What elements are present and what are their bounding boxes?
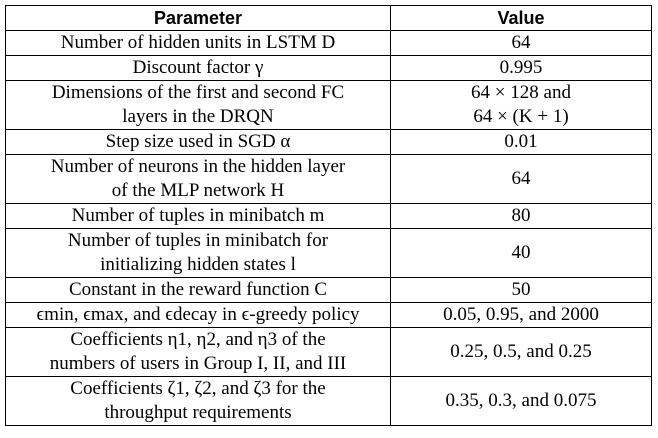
parameter-cell: Discount factor γ [5,55,391,81]
parameter-cell: Number of tuples in minibatch m [5,203,391,229]
cell-line: Coefficients ζ1, ζ2, and ζ3 for the [70,378,326,399]
parameter-cell: Dimensions of the first and second FC lay… [5,80,391,130]
cell-line: Coefficients η1, η2, and η3 of the [70,329,326,350]
cell-line: Constant in the reward function C [68,279,328,300]
cell-line: 50 [511,279,531,300]
table-row: Step size used in SGD α 0.01 [5,129,652,155]
value-cell: 64 [390,30,652,56]
parameter-cell: Number of tuples in minibatch for initial… [5,228,391,278]
value-cell: 50 [390,277,652,303]
value-cell: 0.35, 0.3, and 0.075 [390,376,652,426]
parameter-cell: ϵmin, ϵmax, and ϵdecay in ϵ-greedy polic… [5,302,391,328]
cell-line: Step size used in SGD α [105,131,291,152]
parameter-cell: Coefficients ζ1, ζ2, and ζ3 for the throu… [5,376,391,426]
cell-line: 64 × 128 and [471,82,571,103]
value-cell: 64 × 128 and 64 × (K + 1) [390,80,652,130]
cell-line: Number of neurons in the hidden layer [50,156,346,177]
parameter-cell: Step size used in SGD α [5,129,391,155]
header-cell: Value [390,5,652,31]
table-row: ϵmin, ϵmax, and ϵdecay in ϵ-greedy polic… [5,302,652,328]
cell-line: 0.01 [504,131,538,152]
parameter-cell: Number of neurons in the hidden layer of … [5,154,391,204]
value-cell: 80 [390,203,652,229]
cell-line: Discount factor γ [132,57,264,78]
value-cell: 0.25, 0.5, and 0.25 [390,327,652,377]
cell-line: 64 [511,32,531,53]
parameter-cell: Coefficients η1, η2, and η3 of the number… [5,327,391,377]
cell-line: 64 × (K + 1) [473,106,569,127]
cell-line: of the MLP network H [111,180,285,201]
cell-line: Number of hidden units in LSTM D [60,32,336,53]
cell-line: Number of tuples in minibatch m [71,205,325,226]
header-row: Parameter Value [5,5,652,31]
cell-line: 0.35, 0.3, and 0.075 [445,390,597,411]
table-row: Number of hidden units in LSTM D 64 [5,30,652,56]
parameter-table: Parameter Value Number of hidden units i… [5,5,652,426]
value-cell: 40 [390,228,652,278]
cell-line: 40 [511,242,531,263]
table-row: Discount factor γ 0.995 [5,55,652,81]
table-row: Dimensions of the first and second FC lay… [5,80,652,130]
table-row: Number of tuples in minibatch for initial… [5,228,652,278]
value-cell: 0.05, 0.95, and 2000 [390,302,652,328]
table-row: Constant in the reward function C 50 [5,277,652,303]
value-cell: 0.995 [390,55,652,81]
value-cell: 64 [390,154,652,204]
value-cell: 0.01 [390,129,652,155]
parameter-cell: Number of hidden units in LSTM D [5,30,391,56]
cell-line: throughput requirements [104,402,292,423]
cell-line: Number of tuples in minibatch for [67,230,329,251]
cell-line: layers in the DRQN [122,106,274,127]
cell-line: numbers of users in Group I, II, and III [49,353,347,374]
table-row: Number of tuples in minibatch m 80 [5,203,652,229]
cell-line: 0.05, 0.95, and 2000 [443,304,599,325]
table-row: Coefficients ζ1, ζ2, and ζ3 for the throu… [5,376,652,426]
cell-line: ϵmin, ϵmax, and ϵdecay in ϵ-greedy polic… [36,304,360,325]
cell-line: initializing hidden states l [100,254,296,275]
header-cell: Parameter [5,5,391,31]
cell-line: Dimensions of the first and second FC [51,82,345,103]
table-row: Coefficients η1, η2, and η3 of the number… [5,327,652,377]
table-row: Number of neurons in the hidden layer of … [5,154,652,204]
cell-line: 64 [511,168,531,189]
cell-line: 0.995 [499,57,543,78]
cell-line: 80 [511,205,531,226]
cell-line: 0.25, 0.5, and 0.25 [450,341,592,362]
parameter-cell: Constant in the reward function C [5,277,391,303]
